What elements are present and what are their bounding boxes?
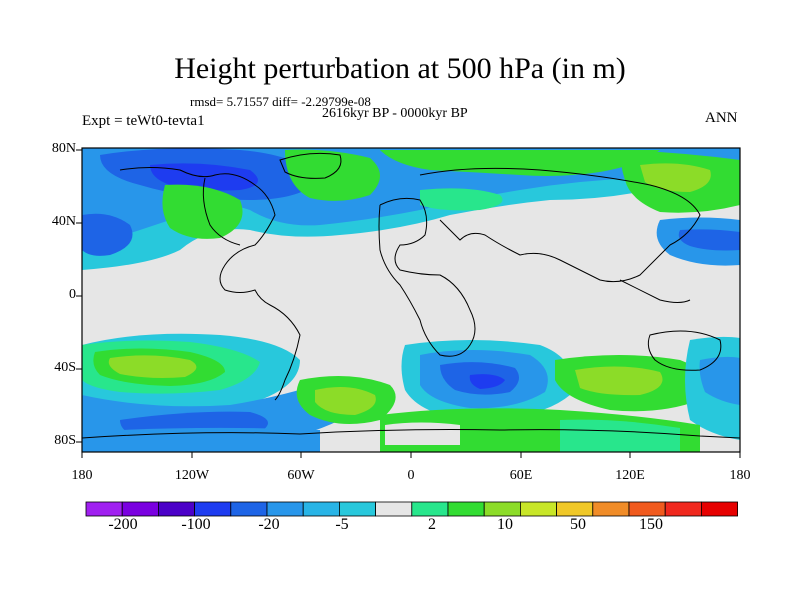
colorbar-label: 50 xyxy=(570,516,586,533)
colorbar-swatch xyxy=(85,501,123,517)
map-field xyxy=(82,148,740,452)
colorbar-swatch xyxy=(701,501,739,517)
colorbar-swatch xyxy=(230,501,268,517)
colorbar-swatch xyxy=(194,501,232,517)
colorbar-label: 10 xyxy=(497,516,513,533)
lon-label: 180 xyxy=(729,468,751,483)
colorbar-label: -100 xyxy=(181,516,211,533)
colorbar-swatch xyxy=(302,501,340,517)
stats-text: rmsd= 5.71557 diff= -2.29799e-08 xyxy=(190,94,371,109)
lat-label: 80S xyxy=(54,433,76,448)
experiment-label: Expt = teWt0-tevta1 xyxy=(82,113,205,129)
lon-label: 60W xyxy=(287,468,315,483)
lat-label: 80N xyxy=(51,141,76,156)
colorbar-swatch xyxy=(157,501,195,517)
colorbar-swatch xyxy=(556,501,594,517)
colorbar-swatch xyxy=(592,501,630,517)
colorbar-label: 150 xyxy=(639,516,663,533)
lon-label: 60E xyxy=(509,468,533,483)
coastlines xyxy=(82,152,740,439)
colorbar-swatch xyxy=(375,501,413,517)
colorbar-label: 2 xyxy=(428,516,436,533)
colorbar-label: -5 xyxy=(335,516,349,533)
colorbar-swatch xyxy=(483,501,521,517)
lon-label: 0 xyxy=(407,468,415,483)
colorbar-swatch xyxy=(411,501,449,517)
colorbar-swatch xyxy=(447,501,485,517)
colorbar-label: -200 xyxy=(108,516,138,533)
period-text: 2616kyr BP - 0000kyr BP xyxy=(322,106,468,121)
lon-label: 180 xyxy=(71,468,93,483)
lat-label: 40S xyxy=(54,360,76,375)
lon-label: 120W xyxy=(174,468,210,483)
lat-label: 0 xyxy=(69,287,76,302)
colorbar xyxy=(85,501,739,517)
colorbar-swatch xyxy=(266,501,304,517)
colorbar-swatch xyxy=(520,501,558,517)
colorbar-swatch xyxy=(338,501,376,517)
lon-label: 120E xyxy=(615,468,645,483)
colorbar-swatch xyxy=(121,501,159,517)
colorbar-swatch xyxy=(664,501,702,517)
lat-label: 40N xyxy=(51,214,76,229)
season-label: ANN xyxy=(705,110,738,126)
map-title: Height perturbation at 500 hPa (in m) xyxy=(174,52,626,85)
axis-ticks xyxy=(76,149,741,458)
colorbar-swatch xyxy=(628,501,666,517)
colorbar-label: -20 xyxy=(258,516,280,533)
